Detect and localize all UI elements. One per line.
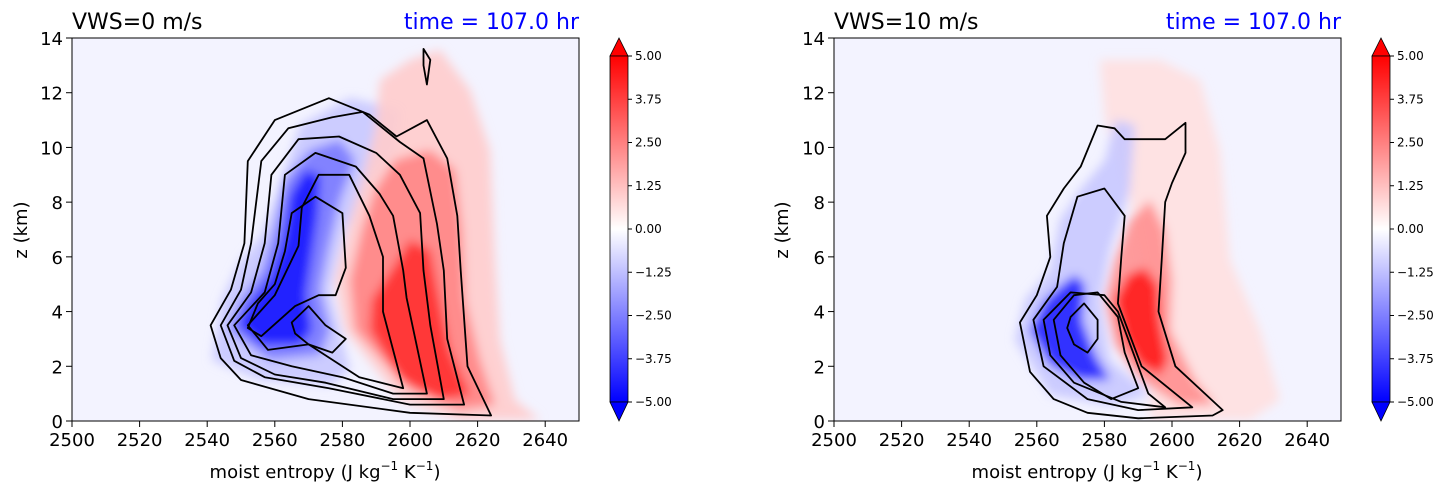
y-axis-label: z (km) (11, 201, 32, 258)
colorbar-tick-label: 5.00 (1397, 49, 1424, 63)
y-tick-label: 0 (814, 412, 825, 433)
x-tick-label: 2540 (184, 430, 230, 451)
blue-region-core (238, 170, 320, 345)
panel-title: VWS=0 m/s (72, 10, 203, 35)
colorbar-tick-label: −3.75 (635, 352, 672, 366)
y-tick-label: 6 (814, 248, 825, 269)
colorbar-body (1371, 55, 1391, 403)
time-label: time = 107.0 hr (404, 10, 580, 35)
x-tick-label: 2600 (387, 430, 433, 451)
x-tick-label: 2520 (879, 430, 925, 451)
colorbar-tick-label: −3.75 (1397, 352, 1434, 366)
contour-line-6 (209, 97, 492, 417)
colorbar-tick-label: 3.75 (1397, 92, 1424, 106)
colorbar-tick-label: −1.25 (635, 265, 672, 279)
colorbar: 5.00 3.75 2.50 1.25 0.00 −1.25 −2.50 −3.75 −5.00 (609, 37, 672, 422)
colorbar-top-extension (1371, 37, 1391, 57)
colorbar-tick-label: −5.00 (635, 395, 672, 409)
colorbar-tick-label: 2.50 (635, 136, 662, 150)
colorbar-top-extension (609, 37, 629, 57)
panel-title: VWS=10 m/s (834, 10, 979, 35)
colorbar-tick-label: −2.50 (1397, 309, 1434, 323)
x-ticks: 2500 2520 2540 2560 2580 2600 2620 2640 (811, 421, 1330, 451)
y-tick-label: 6 (52, 248, 63, 269)
plot-frame (833, 37, 1342, 422)
x-tick-label: 2560 (252, 430, 298, 451)
x-tick-label: 2640 (522, 430, 568, 451)
y-tick-label: 8 (52, 193, 63, 214)
x-tick-label: 2520 (117, 430, 163, 451)
y-ticks: 0 2 4 6 8 10 12 14 (802, 29, 834, 433)
colorbar-tick-label: −2.50 (635, 309, 672, 323)
contour-line-0 (1066, 302, 1099, 354)
contour-line-4 (226, 135, 445, 400)
x-tick-label: 2620 (455, 430, 501, 451)
colorbar-tick-label: 1.25 (635, 179, 662, 193)
contour-line-0 (246, 195, 347, 338)
colorbar-tick-label: 2.50 (1397, 136, 1424, 150)
y-tick-label: 12 (40, 84, 63, 105)
colorbar-tick-label: 0.00 (1397, 222, 1424, 236)
colorbar: 5.00 3.75 2.50 1.25 0.00 −1.25 −2.50 −3.75 −5.00 (1371, 37, 1434, 422)
filled-contours (1015, 60, 1280, 420)
y-tick-label: 14 (802, 29, 825, 50)
y-tick-label: 10 (40, 138, 63, 159)
colorbar-body (609, 55, 629, 403)
y-ticks: 0 2 4 6 8 10 12 14 (40, 29, 72, 433)
colorbar-tick-label: 3.75 (635, 92, 662, 106)
x-axis-label: moist entropy (J kg−1 K−1) (972, 459, 1203, 483)
y-tick-label: 4 (814, 303, 825, 324)
left-panel: 2500 2520 2540 2560 2580 2600 2620 2640 0 2 4 6 8 10… (11, 10, 672, 483)
colorbar-ticks: 5.00 3.75 2.50 1.25 0.00 −1.25 −2.50 −3.75 −5.00 (1390, 49, 1434, 409)
time-label: time = 107.0 hr (1166, 10, 1342, 35)
y-tick-label: 12 (802, 84, 825, 105)
colorbar-tick-label: −5.00 (1397, 395, 1434, 409)
colorbar-bottom-extension (609, 401, 629, 422)
red-region-mid (1105, 200, 1215, 405)
x-tick-label: 2580 (319, 430, 365, 451)
contour-line-5 (219, 111, 465, 406)
x-tick-label: 2500 (49, 430, 95, 451)
colorbar-ticks: 5.00 3.75 2.50 1.25 0.00 −1.25 −2.50 −3.75 −5.00 (628, 49, 672, 409)
plot-frame (71, 37, 580, 422)
x-tick-label: 2600 (1149, 430, 1195, 451)
colorbar-tick-label: 1.25 (1397, 179, 1424, 193)
red-region-faint (1100, 60, 1280, 420)
y-tick-label: 4 (52, 303, 63, 324)
right-panel: 2500 2520 2540 2560 2580 2600 2620 2640 0 2 4 6 8 10… (772, 10, 1434, 483)
x-tick-label: 2540 (946, 430, 992, 451)
colorbar-bottom-extension (1371, 401, 1391, 422)
y-tick-label: 2 (52, 357, 63, 378)
colorbar-tick-label: −1.25 (1397, 265, 1434, 279)
y-tick-label: 0 (52, 412, 63, 433)
y-tick-label: 8 (814, 193, 825, 214)
contour-line-3 (233, 152, 428, 395)
contour-line-3 (1032, 187, 1194, 411)
contour-line-2 (246, 173, 405, 390)
contour-line-4 (1019, 121, 1224, 420)
line-contours (209, 48, 492, 417)
y-axis-label: z (km) (772, 201, 793, 258)
contour-line-2 (1042, 291, 1167, 409)
colorbar-tick-label: 0.00 (635, 222, 662, 236)
colorbar-tick-label: 5.00 (635, 49, 662, 63)
x-ticks: 2500 2520 2540 2560 2580 2600 2620 2640 (49, 421, 568, 451)
x-tick-label: 2560 (1014, 430, 1060, 451)
y-tick-label: 2 (814, 357, 825, 378)
x-tick-label: 2640 (1284, 430, 1330, 451)
line-contours (1019, 121, 1224, 420)
x-tick-label: 2580 (1081, 430, 1127, 451)
contour-line-7 (422, 48, 432, 86)
x-tick-label: 2620 (1217, 430, 1263, 451)
y-tick-label: 14 (40, 29, 63, 50)
x-tick-label: 2500 (811, 430, 857, 451)
red-region-core (1115, 268, 1168, 375)
contour-line-1 (290, 305, 347, 354)
y-tick-label: 10 (802, 138, 825, 159)
x-axis-label: moist entropy (J kg−1 K−1) (210, 459, 441, 483)
